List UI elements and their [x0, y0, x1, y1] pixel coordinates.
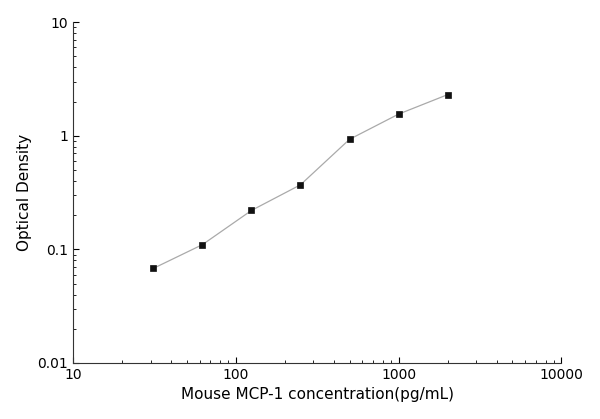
X-axis label: Mouse MCP-1 concentration(pg/mL): Mouse MCP-1 concentration(pg/mL): [181, 387, 454, 402]
Y-axis label: Optical Density: Optical Density: [17, 134, 32, 251]
